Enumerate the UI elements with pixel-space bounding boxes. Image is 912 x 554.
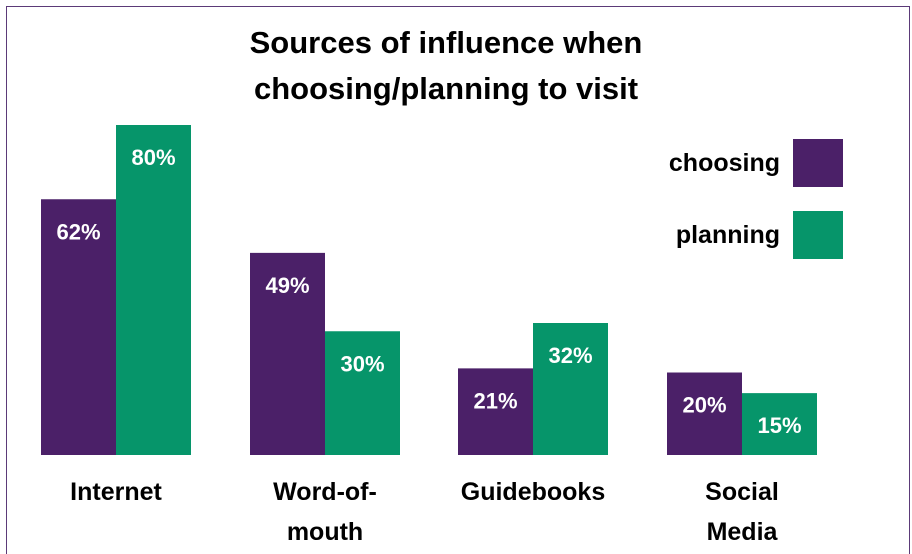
legend-swatch-choosing bbox=[793, 139, 843, 187]
category-label-1: Internet bbox=[70, 478, 162, 506]
category-label-2-line-2: mouth bbox=[287, 518, 363, 546]
data-label-choosing-1: 62% bbox=[56, 219, 100, 244]
bar-choosing-2 bbox=[250, 252, 325, 455]
chart-title-line-1: Sources of influence when bbox=[249, 25, 643, 60]
data-label-choosing-2: 49% bbox=[265, 273, 309, 298]
bar-choosing-1 bbox=[41, 199, 116, 455]
data-label-planning-1: 80% bbox=[131, 145, 175, 170]
legend-swatch-planning bbox=[793, 211, 843, 259]
category-label-4-line-1: Social bbox=[705, 478, 779, 506]
data-label-choosing-4: 20% bbox=[682, 393, 726, 418]
data-label-planning-4: 15% bbox=[757, 413, 801, 438]
bar-planning-2 bbox=[325, 331, 400, 455]
bar-planning-1 bbox=[116, 125, 191, 455]
category-label-3: Guidebooks bbox=[461, 478, 605, 506]
bar-planning-4 bbox=[742, 393, 817, 455]
category-label-4-line-2: Media bbox=[707, 518, 779, 546]
data-label-planning-2: 30% bbox=[340, 351, 384, 376]
data-label-planning-3: 32% bbox=[548, 343, 592, 368]
chart-title-line-2: choosing/planning to visit bbox=[253, 71, 639, 106]
legend-label-choosing: choosing bbox=[669, 149, 780, 177]
data-label-choosing-3: 21% bbox=[473, 388, 517, 413]
bar-planning-3 bbox=[533, 323, 608, 455]
legend-label-planning: planning bbox=[676, 221, 780, 249]
bar-choosing-3 bbox=[458, 368, 533, 455]
chart-frame bbox=[6, 6, 910, 554]
category-label-2-line-1: Word-of- bbox=[273, 478, 377, 506]
bar-choosing-4 bbox=[667, 372, 742, 455]
